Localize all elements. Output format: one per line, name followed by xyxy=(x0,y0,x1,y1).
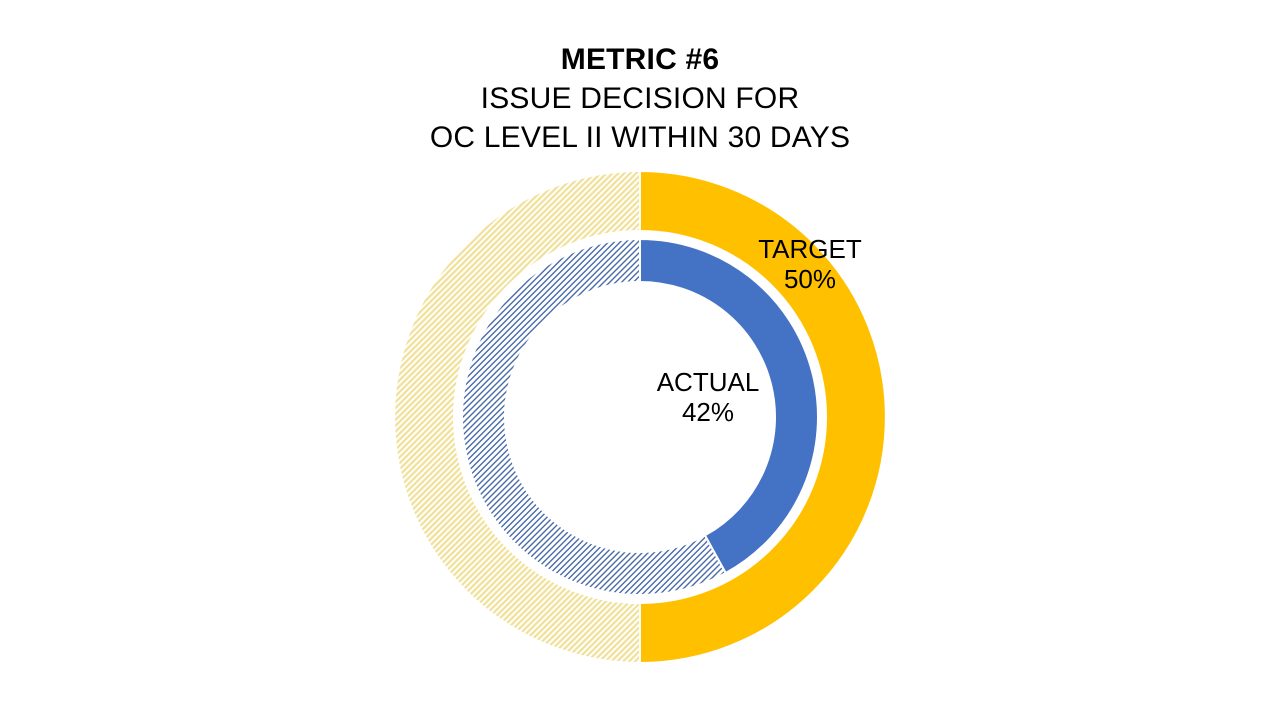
target-series-value: 50% xyxy=(783,264,837,294)
chart-title: METRIC #6 ISSUE DECISION FOR OC LEVEL II… xyxy=(0,40,1280,157)
donut-rings xyxy=(393,170,887,664)
target-data-label: TARGET 50% xyxy=(758,234,862,294)
chart-title-line-3: OC LEVEL II WITHIN 30 DAYS xyxy=(429,121,851,154)
target-remainder-segment xyxy=(393,170,641,664)
chart-title-line-2: ISSUE DECISION FOR xyxy=(480,82,800,115)
target-value-segment xyxy=(639,170,887,664)
chart-title-line-1: METRIC #6 xyxy=(560,43,720,76)
actual-series-name: ACTUAL xyxy=(656,367,760,397)
actual-series-value: 42% xyxy=(681,397,735,427)
actual-data-label: ACTUAL 42% xyxy=(657,367,760,427)
actual-remainder-segment xyxy=(461,238,727,596)
actual-value-segment xyxy=(639,238,819,574)
target-series-name: TARGET xyxy=(758,234,862,264)
